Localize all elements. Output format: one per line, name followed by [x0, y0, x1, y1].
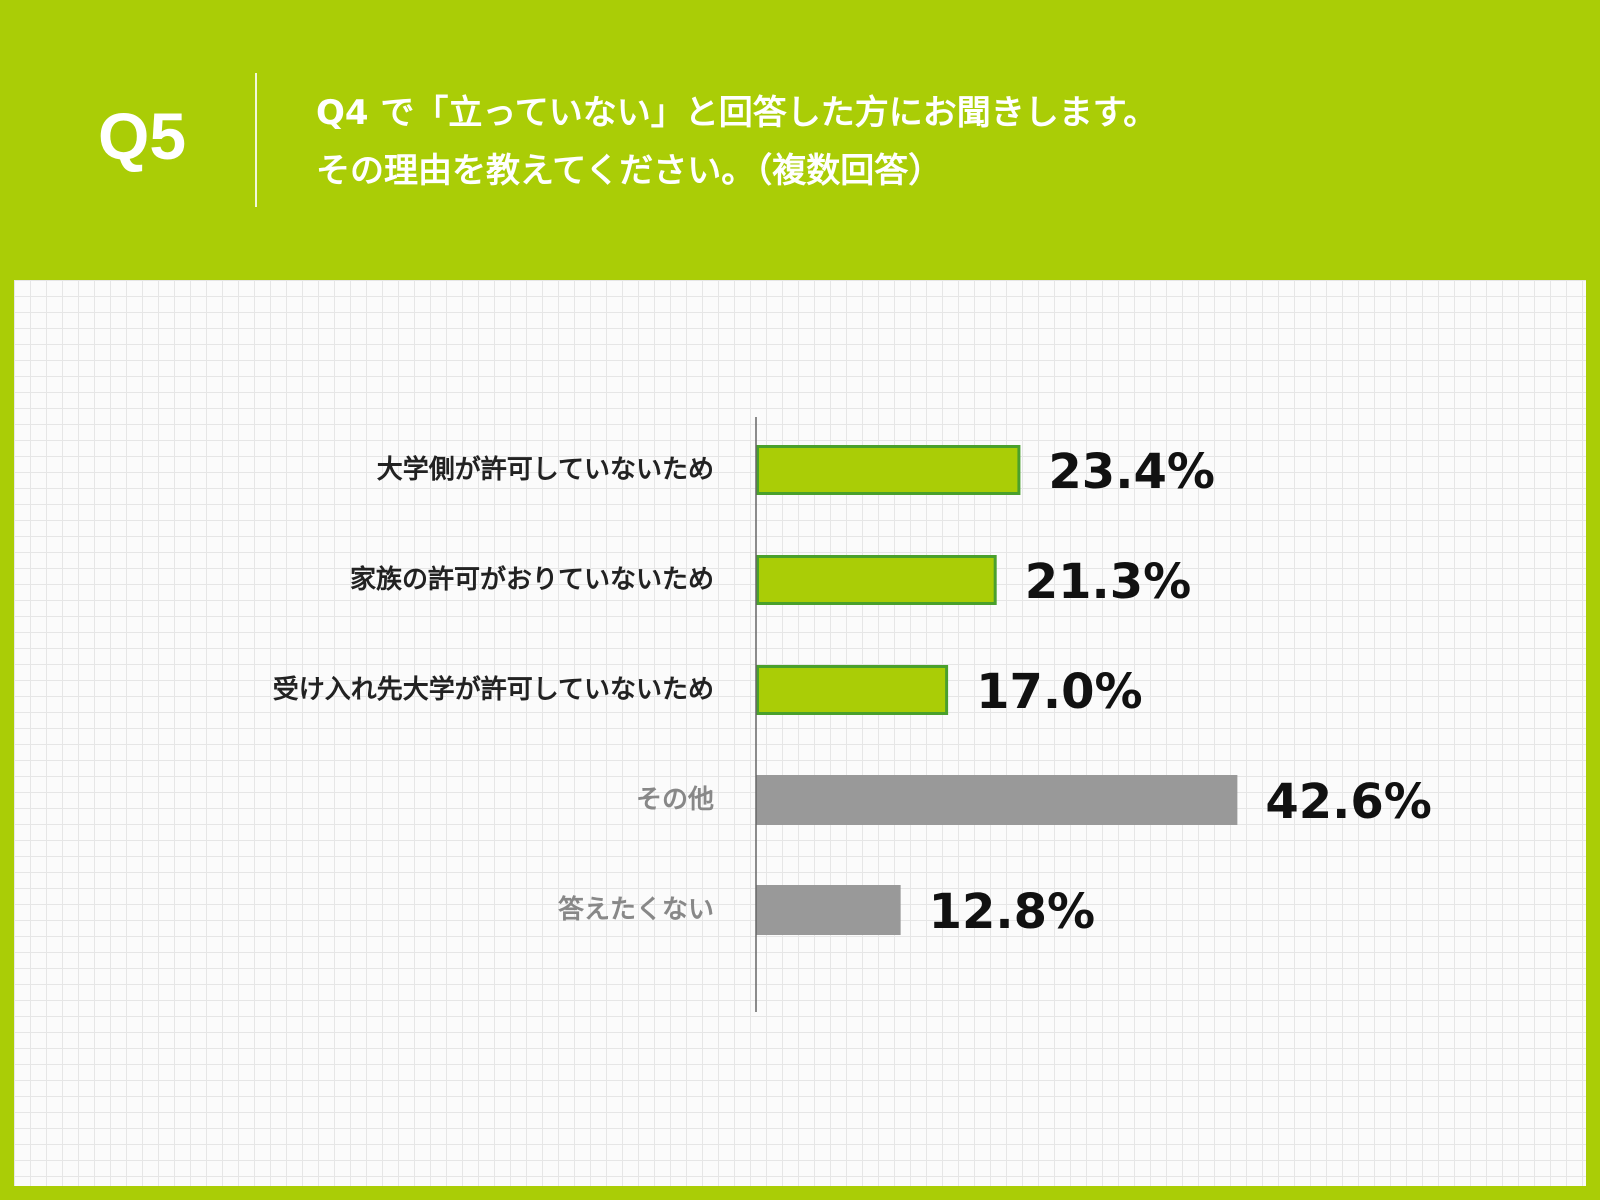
value-label: 42.6% — [1265, 774, 1432, 830]
category-label: その他 — [636, 785, 714, 815]
category-label: 答えたくない — [558, 894, 714, 925]
category-label: 家族の許可がおりていないため — [350, 564, 714, 595]
category-label: 受け入れ先大学が許可していないため — [273, 674, 714, 705]
value-label: 17.0% — [976, 664, 1143, 720]
bar-chart: 大学側が許可していないため 23.4% 家族の許可がおりていないため 21.3% 受け入… — [273, 417, 1432, 1012]
bar — [756, 445, 1021, 495]
question-number: Q5 — [98, 99, 187, 173]
question-line-1: Q4 で「立っていない」と回答した方にお聞きします。 — [316, 93, 1158, 133]
bar — [756, 555, 997, 605]
category-label: 大学側が許可していないため — [377, 454, 714, 485]
question-text: Q4 で「立っていない」と回答した方にお聞きします。 その理由を教えてください。… — [316, 84, 1157, 200]
bar — [756, 775, 1238, 825]
header-divider — [255, 73, 257, 207]
value-label: 21.3% — [1025, 554, 1192, 610]
value-label: 23.4% — [1048, 444, 1215, 500]
value-label: 12.8% — [929, 884, 1096, 940]
question-line-2: その理由を教えてください。（複数回答） — [316, 151, 943, 191]
bar — [756, 665, 949, 715]
chart-panel: 大学側が許可していないため 23.4% 家族の許可がおりていないため 21.3% 受け入… — [14, 280, 1586, 1186]
bar — [756, 885, 901, 935]
